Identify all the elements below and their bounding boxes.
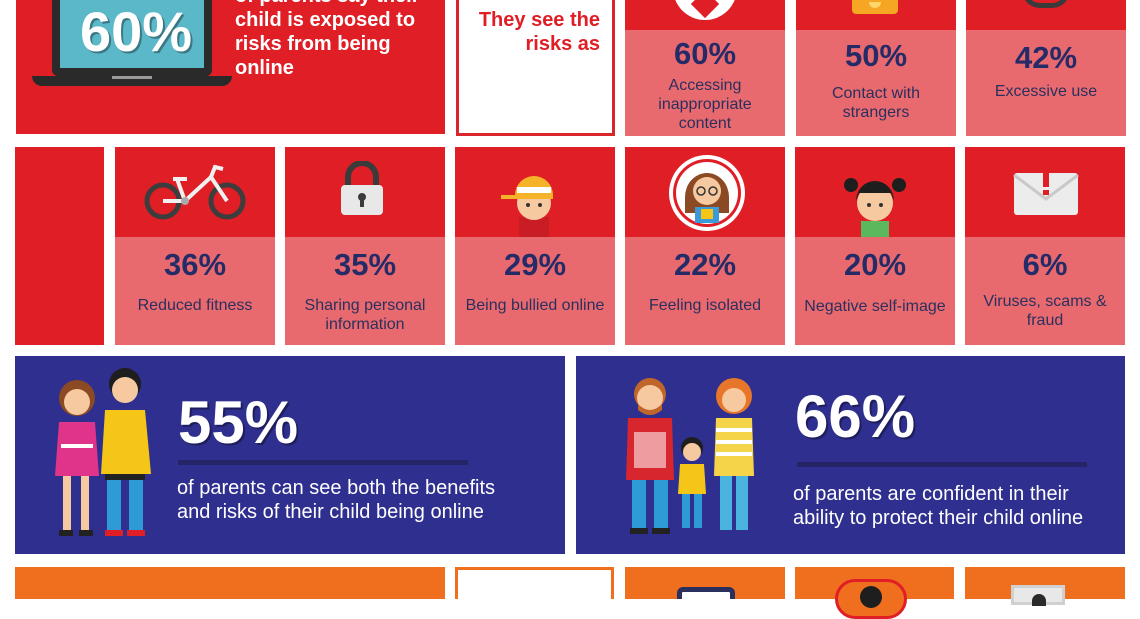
risk-percentage: 29% [503, 247, 567, 282]
photo-icon [1011, 585, 1065, 606]
risk-label: Excessive use [994, 83, 1098, 100]
laptop-stat-panel: 60% of parents say their child is expose… [16, 0, 445, 134]
risk-tile-inappropriate-content: 60% Accessing inappropriate content [625, 0, 785, 136]
risk-tile-personal-info: 35% Sharing personal information [285, 147, 445, 345]
girl-pigtails-icon [844, 178, 906, 237]
orange-panel [15, 567, 445, 599]
confidence-percentage: 66% [795, 383, 916, 450]
warning-icon [673, 0, 737, 20]
risk-label: Accessing inappropriate content [658, 77, 752, 132]
person-badge-icon [835, 579, 907, 619]
thumbs-icon [677, 587, 735, 599]
risk-label: Feeling isolated [648, 297, 762, 314]
see-risks-heading: They see the risks as [478, 9, 600, 55]
risk-tile-strangers: 50% Contact with strangers [796, 0, 956, 136]
laptop-percentage: 60% [79, 0, 193, 63]
orange-outline-box [455, 567, 614, 599]
risk-percentage: 20% [843, 247, 907, 282]
divider [797, 462, 1087, 467]
risk-percentage: 36% [163, 247, 227, 282]
couple-illustration [55, 368, 151, 536]
risk-label: Being bullied online [465, 297, 605, 314]
risk-tile-excessive-use: 42% Excessive use [966, 0, 1126, 136]
orange-tile-3 [965, 567, 1125, 606]
clock-icon [1022, 0, 1070, 8]
risk-tile-fitness: 36% Reduced fitness [115, 147, 275, 345]
padlock-icon [341, 161, 383, 215]
risk-percentage: 60% [673, 36, 737, 71]
risk-percentage: 22% [673, 247, 737, 282]
orange-tile-2 [795, 567, 954, 619]
risk-label: Reduced fitness [137, 297, 253, 314]
risk-tile-viruses: 6% Viruses, scams & fraud [965, 147, 1125, 345]
boy-cap-icon [501, 176, 553, 237]
risk-label: Contact with strangers [831, 85, 921, 121]
risk-percentage: 42% [1014, 40, 1078, 75]
risk-tile-bullied: 29% Being bullied online [455, 147, 615, 345]
laptop-icon [32, 0, 232, 98]
girl-glasses-icon [669, 155, 745, 231]
laptop-stat-text: of parents say their child is exposed to… [235, 0, 420, 79]
risk-tile-isolated: 22% Feeling isolated [625, 147, 785, 345]
chat-icon [852, 0, 898, 14]
confidence-panel: 66% of parents are confident in their ab… [576, 356, 1125, 554]
benefits-percentage: 55% [178, 389, 299, 456]
risk-percentage: 6% [1022, 247, 1068, 282]
benefits-text: of parents can see both the benefits and… [177, 477, 495, 523]
risk-label: Sharing personal information [304, 297, 426, 333]
bicycle-icon [144, 164, 246, 220]
risk-label: Viruses, scams & fraud [983, 293, 1107, 329]
benefits-risks-panel: 55% of parents can see both the benefits… [15, 356, 565, 554]
email-alert-icon [1013, 173, 1079, 215]
risk-percentage: 50% [844, 38, 908, 73]
confidence-text: of parents are confident in their abilit… [793, 483, 1084, 529]
family-illustration [626, 378, 754, 534]
red-side-block [15, 147, 104, 345]
orange-tile-1 [625, 567, 785, 599]
see-risks-box: They see the risks as [456, 0, 615, 136]
risk-tile-self-image: 20% Negative self-image [795, 147, 955, 345]
risk-percentage: 35% [333, 247, 397, 282]
divider [178, 460, 468, 465]
risk-label: Negative self-image [804, 298, 946, 315]
